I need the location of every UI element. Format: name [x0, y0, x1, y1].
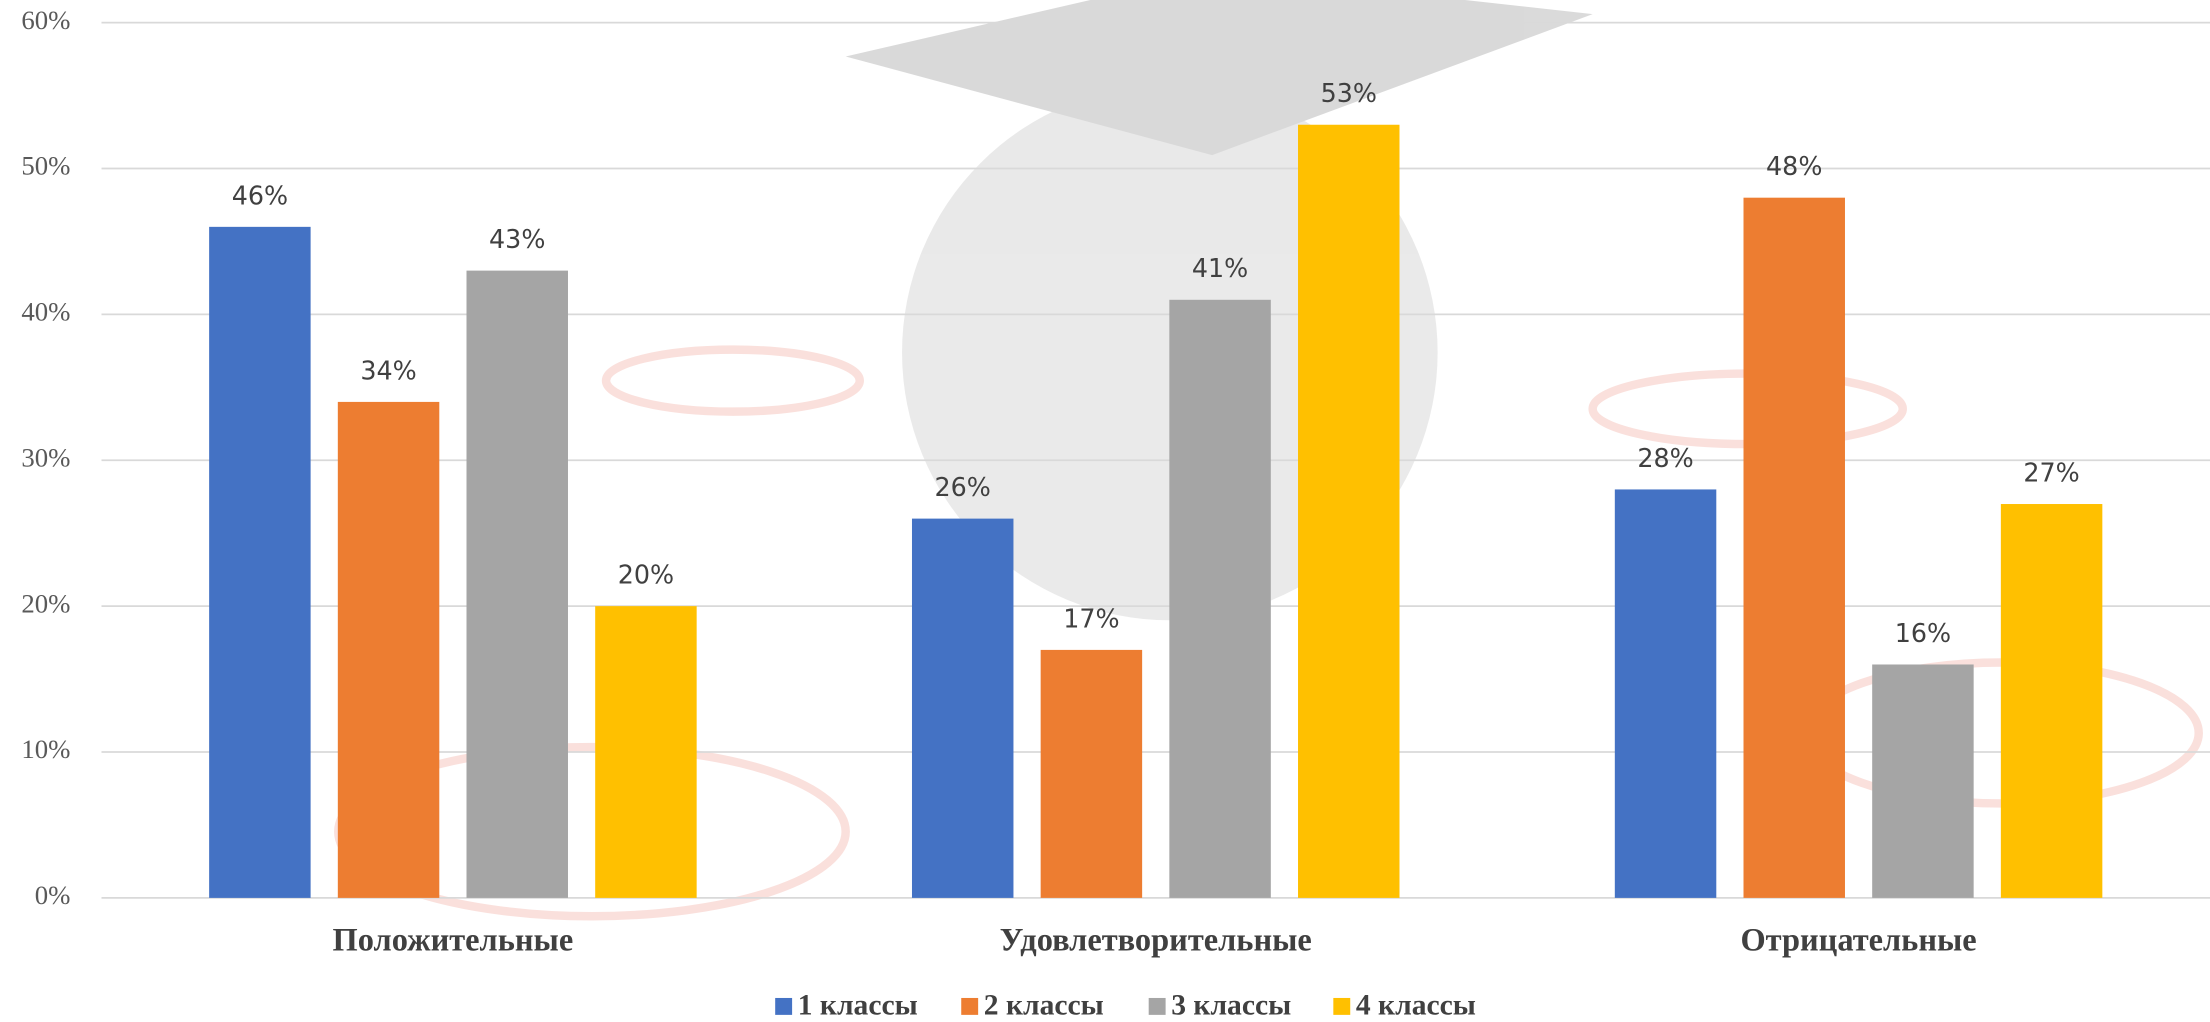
legend-swatch: [775, 998, 792, 1015]
x-tick-label: Отрицательные: [1740, 922, 1976, 958]
data-label: 41%: [1192, 253, 1248, 283]
y-tick-label: 30%: [21, 442, 70, 472]
data-label: 20%: [618, 560, 674, 590]
bar: [1872, 664, 1973, 897]
bar: [2001, 504, 2102, 898]
bar: [912, 519, 1013, 898]
bar: [1743, 198, 1844, 898]
y-tick-label: 40%: [21, 297, 70, 327]
bar: [595, 606, 696, 898]
y-tick-label: 0%: [35, 880, 71, 910]
data-label: 27%: [2023, 457, 2079, 487]
data-label: 17%: [1063, 603, 1119, 633]
data-label: 34%: [360, 355, 416, 385]
bar: [1041, 650, 1142, 898]
y-tick-label: 50%: [21, 151, 70, 181]
data-label: 53%: [1321, 78, 1377, 108]
bar: [209, 227, 310, 898]
legend-label: 1 классы: [798, 990, 918, 1022]
y-tick-label: 20%: [21, 588, 70, 618]
legend-swatch: [961, 998, 978, 1015]
data-label: 26%: [935, 472, 991, 502]
y-tick-label: 60%: [21, 5, 70, 35]
legend-label: 3 классы: [1171, 990, 1291, 1022]
legend-swatch: [1149, 998, 1166, 1015]
legend-label: 2 классы: [984, 990, 1104, 1022]
bar: [1298, 125, 1399, 898]
data-label: 48%: [1766, 151, 1822, 181]
chart: 0% 10% 20% 30% 40% 50% 60% Положительные 46% 34% 4…: [0, 0, 2210, 1022]
page: {"chart_data": {"type": "bar", "categori…: [0, 0, 2210, 1022]
legend-swatch: [1333, 998, 1350, 1015]
legend-label: 4 классы: [1356, 990, 1476, 1022]
x-tick-label: Удовлетворительные: [1000, 922, 1312, 958]
bar: [1615, 489, 1716, 897]
y-tick-label: 10%: [21, 734, 70, 764]
bar: [1169, 300, 1270, 898]
data-label: 46%: [232, 180, 288, 210]
bar: [338, 402, 439, 898]
x-tick-label: Положительные: [333, 922, 574, 958]
bar: [467, 271, 568, 898]
data-label: 16%: [1895, 618, 1951, 648]
data-label: 43%: [489, 224, 545, 254]
data-label: 28%: [1637, 443, 1693, 473]
